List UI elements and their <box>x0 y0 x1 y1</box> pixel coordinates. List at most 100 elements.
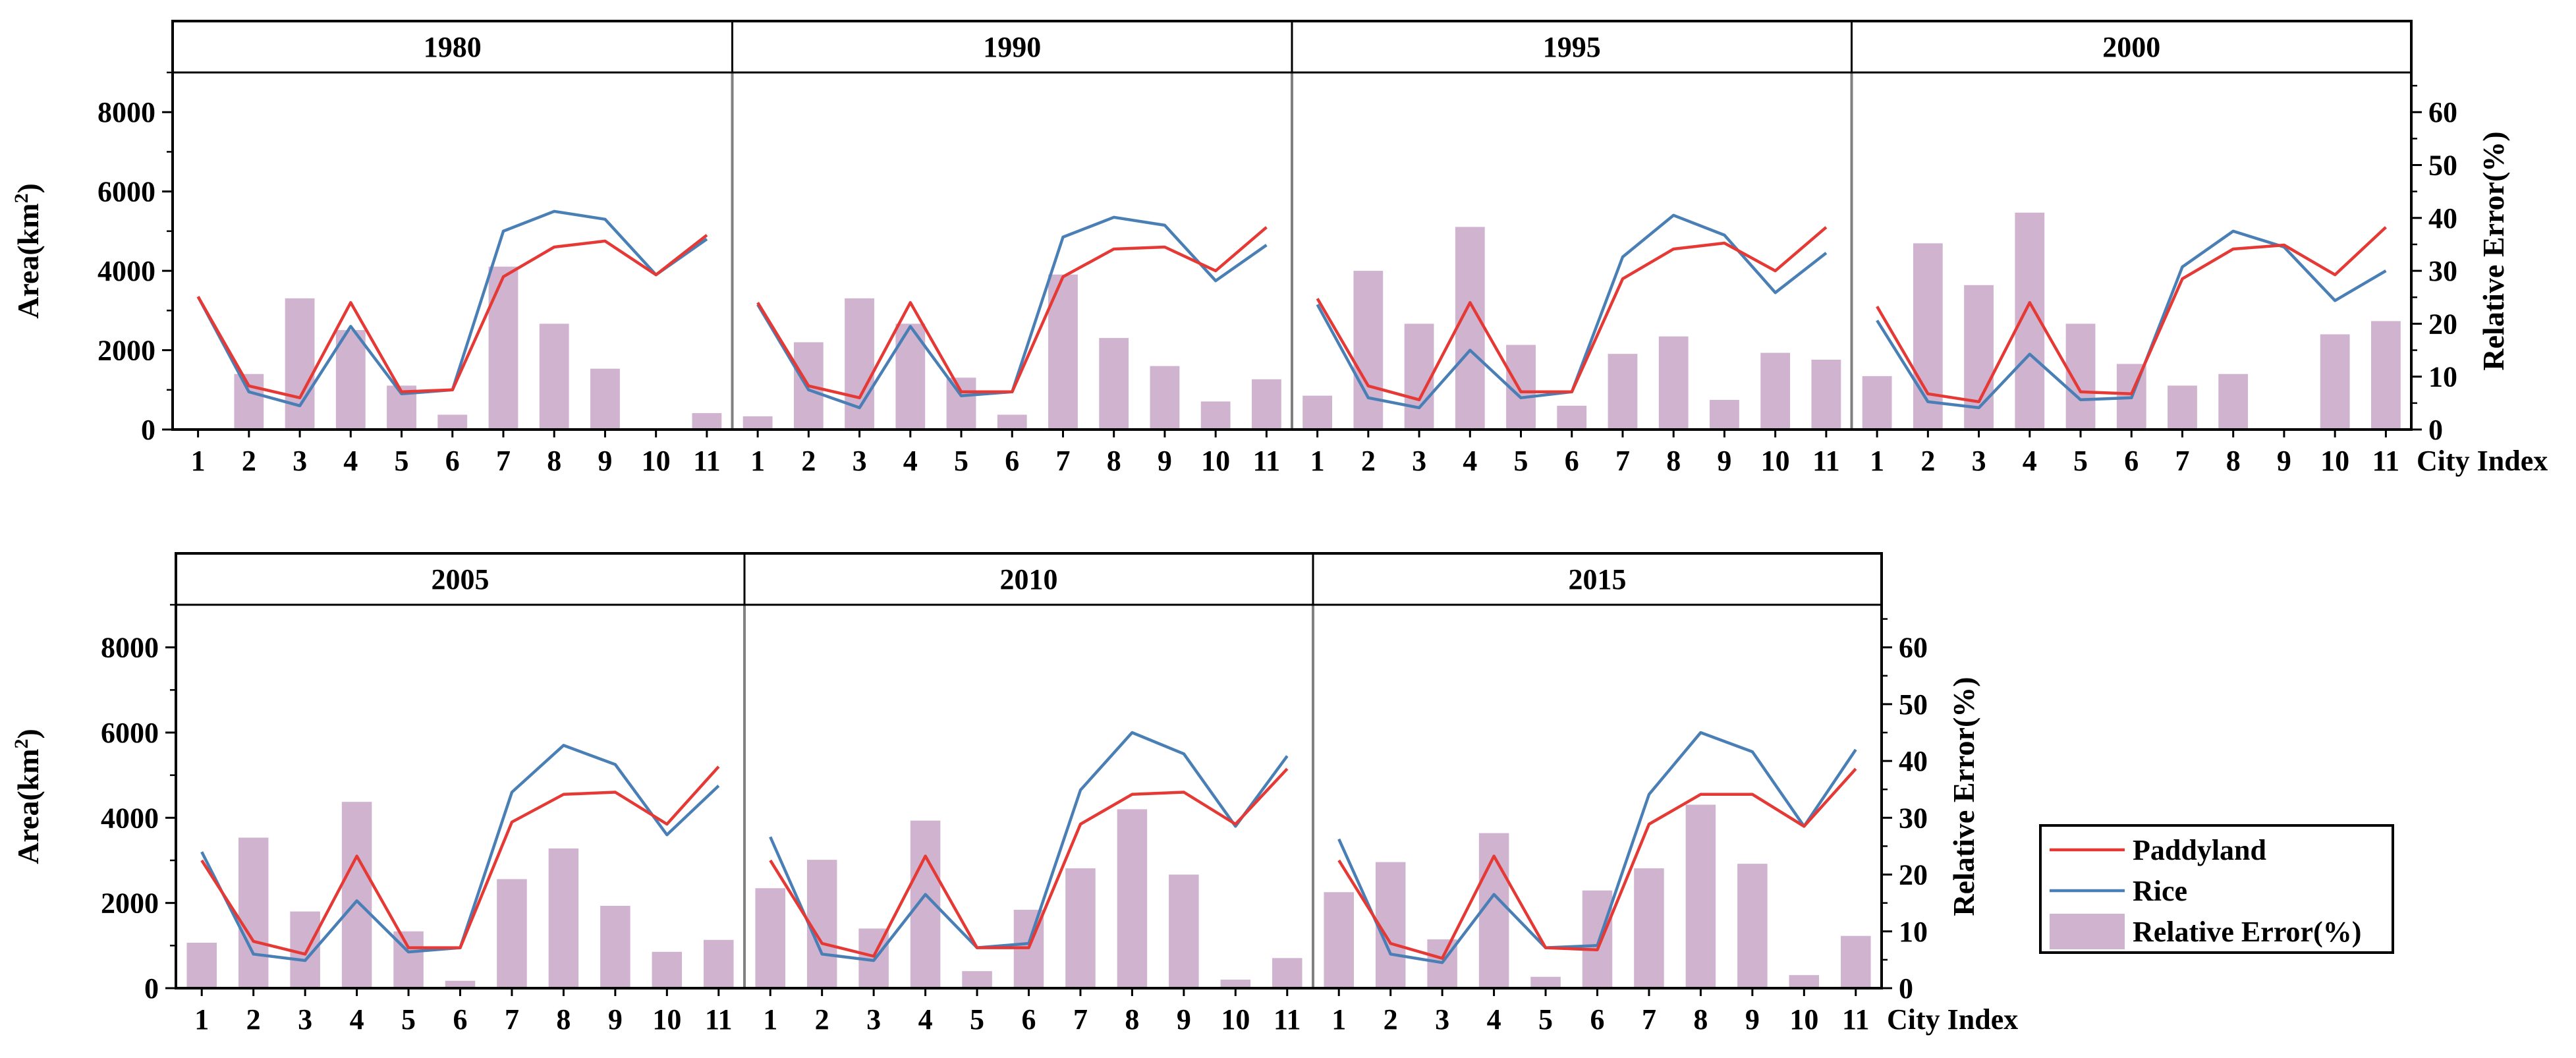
error-bar-2015-7 <box>1634 868 1664 988</box>
plot-frame <box>171 20 2413 431</box>
error-bar-1990-1 <box>742 416 773 430</box>
x-tick-label: 2 <box>242 445 256 477</box>
error-bar-2010-10 <box>1220 980 1251 988</box>
error-bar-1980-6 <box>437 414 468 430</box>
x-tick-label: 11 <box>1842 1003 1870 1036</box>
y-right-tick-label: 60 <box>1899 632 1928 664</box>
error-bar-2010-1 <box>755 888 785 988</box>
y-left-tick-label: 4000 <box>101 802 159 834</box>
panel-year-2015: 2015 <box>1569 563 1627 596</box>
x-tick-label: 7 <box>1615 445 1630 477</box>
rice-line-2015 <box>1337 731 1857 964</box>
paddyland-line-1995 <box>1316 226 1828 402</box>
legend-error-swatch <box>2050 914 2125 949</box>
error-bar-2000-1 <box>1862 376 1892 430</box>
x-tick-label: 6 <box>1005 445 1019 477</box>
y-right-tick-label: 30 <box>1899 802 1928 834</box>
x-tick-label: 8 <box>2226 445 2241 477</box>
error-bar-1980-9 <box>590 368 620 430</box>
x-tick-label: 9 <box>2277 445 2291 477</box>
x-tick-label: 8 <box>1125 1003 1139 1036</box>
y-left-tick-label: 0 <box>141 414 155 446</box>
error-bar-1995-4 <box>1455 227 1485 430</box>
panel-year-1980: 1980 <box>424 31 482 63</box>
error-bar-2005-11 <box>704 939 734 988</box>
error-bar-1995-3 <box>1404 323 1434 430</box>
y-right-tick-label: 40 <box>2428 202 2457 235</box>
x-tick-label: 1 <box>194 1003 209 1036</box>
y-right-tick-label: 30 <box>2428 255 2457 287</box>
error-bar-2005-10 <box>652 951 683 988</box>
error-bar-1995-11 <box>1811 360 1841 430</box>
x-tick-label: 7 <box>496 445 511 477</box>
x-tick-label: 4 <box>350 1003 364 1036</box>
x-tick-label: 6 <box>2124 445 2139 477</box>
panel-year-2000: 2000 <box>2102 31 2160 63</box>
error-bar-1990-5 <box>946 377 976 430</box>
x-tick-label: 5 <box>1514 445 1528 477</box>
error-bar-2005-8 <box>548 848 579 988</box>
x-tick-label: 6 <box>1590 1003 1605 1036</box>
panel-year-2005: 2005 <box>432 563 490 596</box>
x-tick-label: 6 <box>1565 445 1579 477</box>
x-tick-label: 2 <box>801 445 816 477</box>
error-bar-1995-10 <box>1760 352 1791 430</box>
x-tick-label: 7 <box>1055 445 1070 477</box>
x-tick-label: 10 <box>2320 445 2349 477</box>
error-bar-1990-8 <box>1099 338 1129 430</box>
legend: Paddyland Rice Relative Error(%) <box>2039 824 2394 954</box>
x-tick-label: 8 <box>1693 1003 1708 1036</box>
error-bar-1995-6 <box>1557 405 1587 430</box>
error-bar-2010-8 <box>1117 809 1148 988</box>
x-tick-label: 5 <box>970 1003 984 1036</box>
y-left-tick-label: 2000 <box>101 887 159 920</box>
rice-line-1980 <box>196 209 708 408</box>
x-tick-label: 5 <box>954 445 968 477</box>
paddyland-line-1980 <box>196 234 708 400</box>
panel-2015: 2015 1 2 3 4 5 6 7 8 9 10 11 <box>1312 553 1871 1036</box>
error-bar-1990-9 <box>1150 366 1180 430</box>
error-bar-2005-9 <box>600 905 630 988</box>
paddyland-line-2000 <box>1876 226 2387 404</box>
x-tick-label: 10 <box>1761 445 1790 477</box>
panel-2005: 2005 1 2 3 4 5 6 7 8 9 10 11 <box>186 563 734 1036</box>
y-right-tick-label: 0 <box>2428 414 2443 446</box>
x-tick-label: 6 <box>445 445 460 477</box>
y-left-axis-title: Area(km2) <box>11 729 45 864</box>
error-bar-2015-8 <box>1685 804 1716 988</box>
error-bar-2010-11 <box>1272 958 1302 988</box>
error-bar-1995-1 <box>1302 395 1333 430</box>
y-right-tick-label: 50 <box>2428 150 2457 182</box>
x-axis-title: City Index <box>2417 445 2548 477</box>
y-left-tick-label: 0 <box>144 972 159 1005</box>
error-bar-1980-11 <box>692 413 722 430</box>
error-bar-2015-10 <box>1789 975 1820 988</box>
x-tick-label: 11 <box>693 445 721 477</box>
x-tick-label: 10 <box>1201 445 1230 477</box>
error-bar-2010-9 <box>1169 874 1199 988</box>
plot-frame <box>175 552 1883 989</box>
y-right-tick-label: 20 <box>2428 308 2457 340</box>
error-bar-1990-10 <box>1200 401 1231 430</box>
x-tick-label: 8 <box>1666 445 1681 477</box>
x-tick-label: 4 <box>918 1003 933 1036</box>
x-tick-label: 5 <box>395 445 409 477</box>
rice-line-2000 <box>1876 229 2387 410</box>
paddyland-line-1990 <box>756 226 1268 400</box>
x-tick-label: 3 <box>1435 1003 1449 1036</box>
y-right-tick-label: 10 <box>2428 361 2457 393</box>
error-bar-2005-1 <box>186 943 217 988</box>
legend-label: Relative Error(%) <box>2133 916 2361 948</box>
x-tick-label: 3 <box>298 1003 312 1036</box>
error-bar-1980-2 <box>234 374 264 430</box>
x-tick-label: 7 <box>505 1003 519 1036</box>
y-left-tick-label: 8000 <box>98 96 155 128</box>
panel-1995: 1995 1 2 3 4 5 6 7 8 9 10 11 <box>1291 21 1841 477</box>
error-bar-1980-7 <box>488 266 518 430</box>
panel-year-1990: 1990 <box>983 31 1041 63</box>
panel-2010: 2010 1 2 3 4 5 6 7 8 9 10 11 <box>743 553 1302 1036</box>
paddyland-line-2010 <box>769 767 1289 958</box>
rice-line-2005 <box>200 744 720 962</box>
